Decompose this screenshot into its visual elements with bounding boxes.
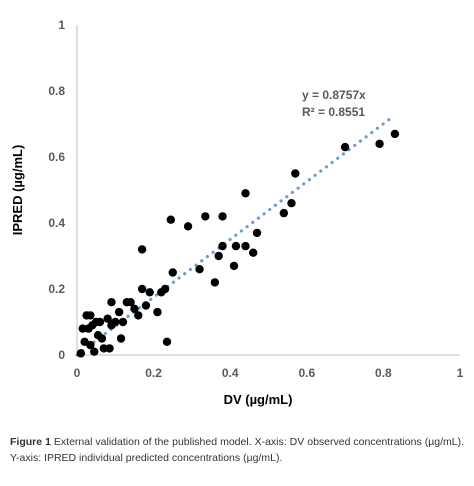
data-point — [201, 212, 210, 221]
x-tick-label: 0.2 — [145, 366, 162, 380]
figure-caption-label: Figure 1 — [10, 436, 51, 448]
data-point — [78, 324, 87, 333]
y-tick-label: 0.4 — [48, 216, 65, 230]
data-point — [107, 298, 116, 307]
x-tick-label: 1 — [457, 366, 464, 380]
data-point — [90, 347, 99, 356]
data-point — [134, 311, 143, 320]
data-point — [241, 241, 250, 251]
figure-caption-text: External validation of the published mod… — [10, 436, 465, 464]
data-point — [241, 189, 250, 198]
trendline — [75, 116, 393, 357]
data-point — [231, 241, 241, 251]
data-point — [160, 284, 170, 294]
data-point — [153, 307, 162, 317]
trendline-layer — [75, 116, 393, 357]
y-tick-labels: 0 0.2 0.4 0.6 0.8 1 — [48, 18, 65, 362]
data-point — [76, 349, 86, 358]
axes — [76, 25, 460, 356]
data-point — [126, 298, 135, 307]
data-point — [141, 301, 151, 310]
y-tick-label: 0 — [58, 348, 65, 362]
x-tick-labels: 0 0.2 0.4 0.6 0.8 1 — [74, 366, 464, 380]
data-point — [279, 208, 289, 218]
data-point — [252, 228, 262, 238]
scatter-chart: 0 0.2 0.4 0.6 0.8 1 0 0.2 0.4 0.6 0.8 1 DV (µg/mL)… — [10, 18, 464, 407]
y-tick-label: 0.2 — [48, 282, 65, 296]
data-point — [118, 317, 128, 327]
trendline-equation: y = 0.8757x — [302, 88, 366, 102]
x-axis-title: DV (µg/mL) — [224, 392, 293, 407]
data-point — [214, 251, 223, 261]
data-point — [86, 311, 95, 320]
y-tick-label: 0.6 — [48, 150, 65, 164]
x-tick-label: 0.6 — [298, 366, 315, 380]
data-point — [375, 139, 384, 148]
data-point — [195, 265, 204, 274]
data-point — [130, 304, 139, 313]
data-point — [229, 261, 239, 271]
y-tick-label: 0.8 — [48, 84, 65, 98]
data-point — [114, 307, 124, 317]
data-point — [105, 344, 114, 353]
data-point — [137, 284, 147, 294]
data-point — [166, 215, 176, 224]
x-tick-label: 0 — [74, 366, 81, 380]
x-tick-label: 0.8 — [375, 366, 392, 380]
data-point — [111, 317, 120, 327]
data-point — [103, 314, 112, 323]
x-tick-label: 0.4 — [222, 366, 239, 380]
data-point — [183, 222, 193, 231]
data-point — [97, 334, 107, 343]
data-point — [291, 169, 300, 178]
y-tick-label: 1 — [58, 18, 65, 32]
data-point — [137, 245, 147, 254]
data-points — [76, 129, 400, 358]
data-point — [340, 142, 350, 152]
data-point — [287, 199, 296, 208]
data-point — [248, 248, 258, 257]
data-point — [162, 337, 172, 346]
data-point — [218, 212, 227, 221]
figure-caption: Figure 1 External validation of the publ… — [10, 434, 464, 466]
data-point — [95, 317, 105, 327]
data-point — [116, 334, 126, 343]
y-axis-title: IPRED (µg/mL) — [10, 145, 25, 236]
data-point — [86, 340, 95, 350]
trendline-r-squared: R² = 0.8551 — [302, 105, 365, 119]
data-point — [168, 268, 177, 277]
data-point — [218, 241, 227, 251]
data-point — [210, 278, 220, 287]
data-point — [390, 129, 400, 139]
data-point — [145, 288, 154, 297]
data-point — [99, 344, 109, 353]
